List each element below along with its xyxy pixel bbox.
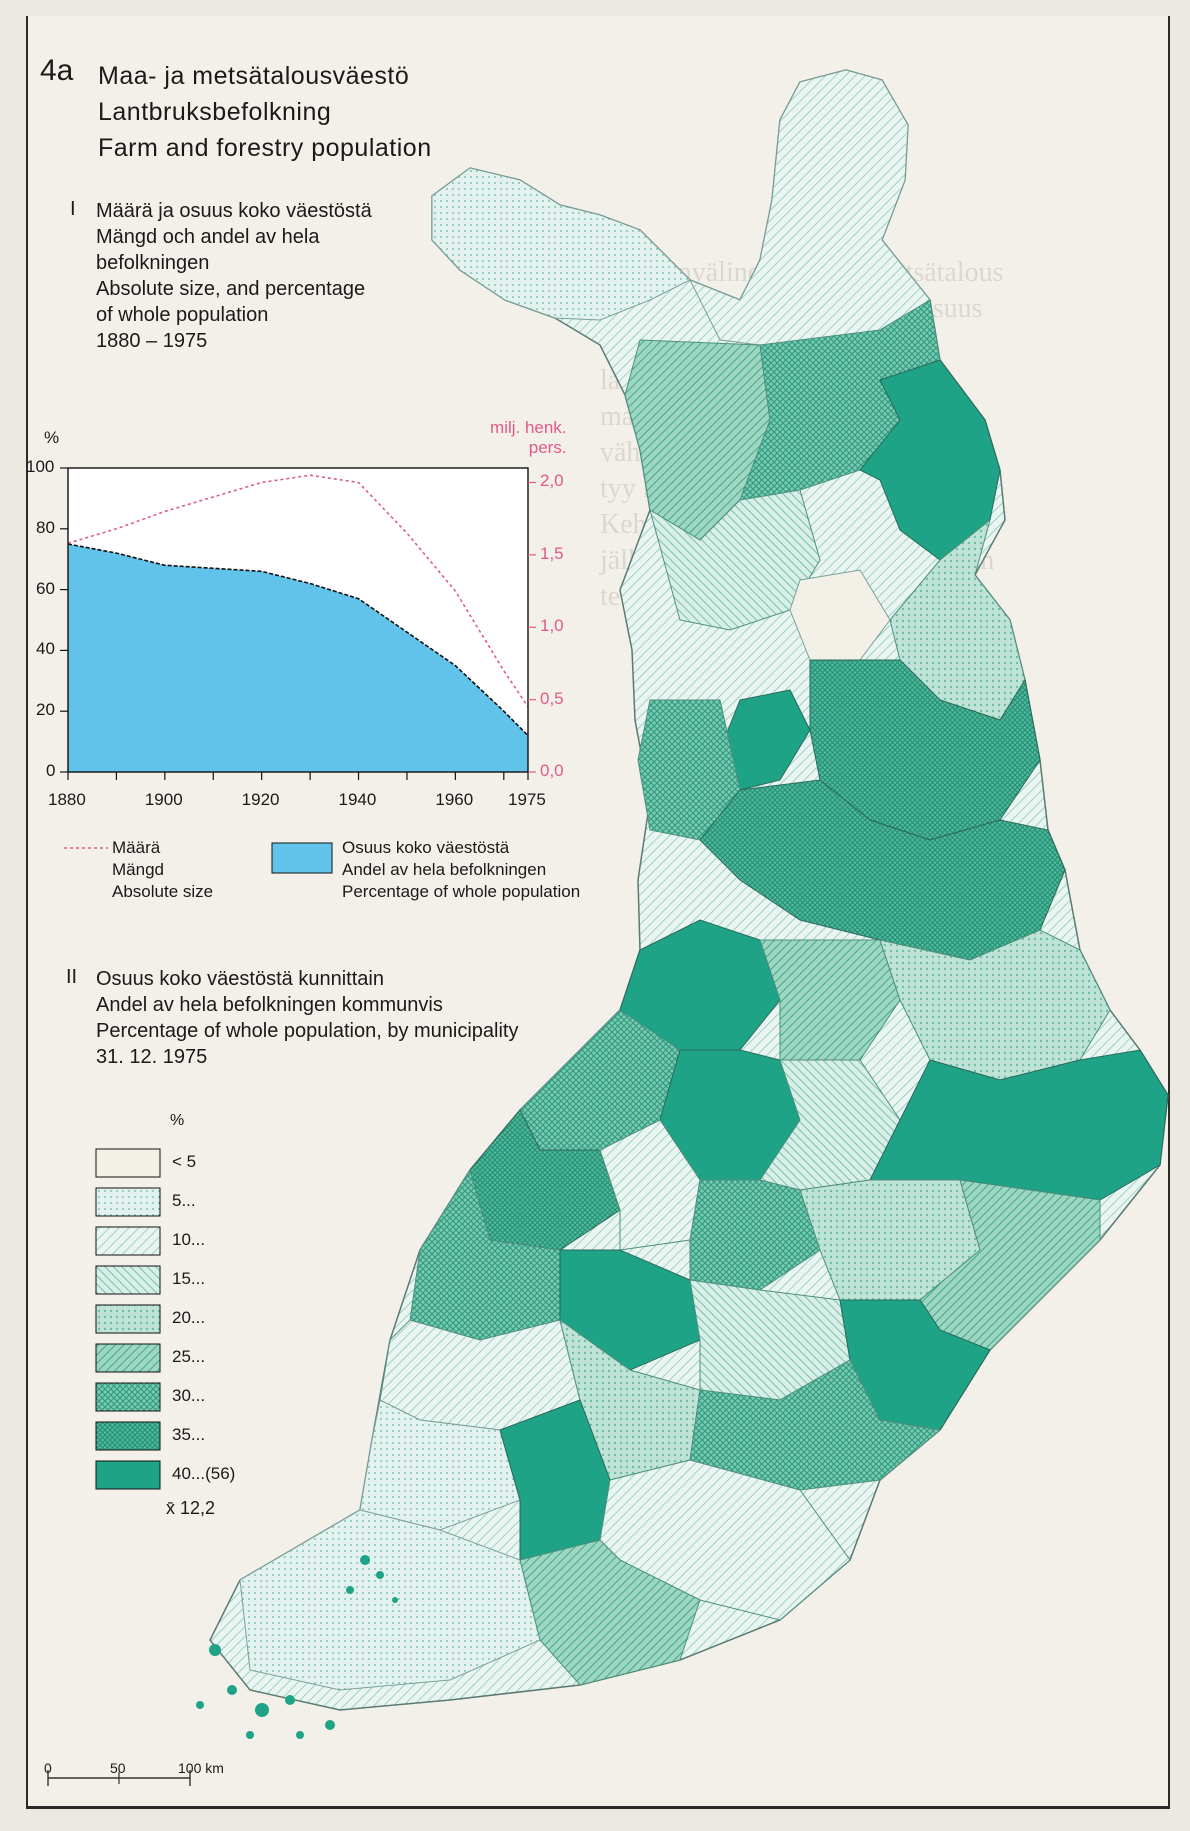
legend-swatch-1 — [95, 1187, 161, 1217]
percentage-edge — [67, 543, 529, 737]
mean-value: x̄ 12,2 — [166, 1498, 216, 1518]
percentage-area — [68, 544, 528, 772]
scale-label-2: 100 km — [178, 1760, 224, 1776]
legend-area-label: Andel av hela befolkningen — [342, 860, 547, 879]
legend-swatch-0 — [95, 1148, 161, 1178]
scale-bar — [47, 1770, 191, 1786]
section1-line: Absolute size, and percentage — [96, 278, 366, 300]
right-tick-label: 0,0 — [540, 761, 564, 780]
section1-line: 1880 – 1975 — [96, 330, 208, 352]
right-axis-unit-line: pers. — [528, 438, 567, 457]
title-sv: Lantbruksbefolkning — [98, 98, 332, 126]
legend-line-text: Määrä Mängd Absolute size — [112, 837, 213, 903]
legend-swatch-7 — [95, 1421, 161, 1451]
x-tick-label: 1920 — [241, 790, 280, 809]
legend-swatch-8 — [95, 1460, 161, 1490]
left-axis-unit: % — [44, 428, 60, 447]
section1-line: befolkningen — [96, 252, 210, 274]
legend-area-swatch — [271, 842, 333, 874]
section2-line: Andel av hela befolkningen kommunvis — [96, 994, 443, 1016]
legend-area-text: Osuus koko väestöstä Andel av hela befol… — [342, 837, 580, 903]
section1-line: Määrä ja osuus koko väestöstä — [96, 200, 372, 222]
legend-line-label: Määrä — [112, 838, 161, 857]
left-tick-label: 0 — [46, 761, 56, 780]
finland-map — [196, 69, 1169, 1739]
legend-line-label: Mängd — [112, 860, 164, 879]
right-axis-unit: milj. henk. pers. — [490, 418, 567, 458]
section1-text: Määrä ja osuus koko väestöstä Mängd och … — [96, 198, 372, 354]
population-chart — [60, 467, 536, 780]
legend-label-0: < 5 — [172, 1152, 197, 1171]
title-fi: Maa- ja metsätalousväestö — [98, 62, 410, 90]
legend-label-1: 5... — [172, 1191, 196, 1210]
section2-numeral: II — [66, 966, 78, 988]
x-tick-label: 1940 — [338, 790, 377, 809]
legend-label-8: 40...(56) — [172, 1464, 236, 1483]
legend-label-4: 20... — [172, 1308, 206, 1327]
x-tick-label: 1975 — [508, 790, 546, 809]
legend-unit: % — [170, 1112, 185, 1129]
legend-label-2: 10... — [172, 1230, 206, 1249]
scale-label-0: 0 — [44, 1760, 52, 1776]
left-tick-label: 20 — [36, 700, 55, 720]
legend-label-3: 15... — [172, 1269, 206, 1288]
x-tick-label: 1960 — [435, 790, 474, 809]
legend-swatch-3 — [95, 1265, 161, 1295]
map-legend-swatches — [95, 1148, 161, 1490]
map-titles: Maa- ja metsätalousväestö Lantbruksbefol… — [98, 58, 432, 166]
section2-line: Percentage of whole population, by munic… — [96, 1020, 519, 1042]
legend-swatch-6 — [95, 1382, 161, 1412]
x-tick-label: 1900 — [144, 790, 183, 809]
legend-swatch-4 — [95, 1304, 161, 1334]
section2-line: Osuus koko väestöstä kunnittain — [96, 968, 384, 990]
absolute-size-line — [67, 474, 529, 708]
section2-text: Osuus koko väestöstä kunnittain Andel av… — [96, 966, 518, 1070]
x-tick-label: 1880 — [48, 790, 86, 809]
legend-label-6: 30... — [172, 1386, 206, 1405]
section1-line: Mängd och andel av hela — [96, 226, 320, 248]
left-tick-label: 80 — [36, 517, 55, 537]
chart-legend — [64, 842, 333, 874]
title-en: Farm and forestry population — [98, 134, 432, 162]
left-tick-label: 40 — [36, 639, 55, 659]
right-tick-label: 1,5 — [540, 543, 564, 563]
legend-swatch-2 — [95, 1226, 161, 1256]
section1-line: of whole population — [96, 304, 269, 326]
legend-label-5: 25... — [172, 1347, 206, 1366]
left-tick-label: 60 — [36, 578, 55, 598]
map-number: 4a — [40, 54, 74, 87]
right-axis-unit-line: milj. henk. — [490, 418, 567, 437]
legend-area-label: Percentage of whole population — [342, 882, 581, 901]
right-tick-label: 2,0 — [540, 471, 564, 491]
section2-line: 31. 12. 1975 — [96, 1046, 208, 1068]
legend-label-7: 35... — [172, 1425, 206, 1444]
chart-ticks — [60, 467, 536, 780]
left-tick-label: 100 — [26, 457, 55, 476]
right-tick-label: 1,0 — [540, 616, 564, 636]
legend-swatch-5 — [95, 1343, 161, 1373]
section1-numeral: I — [70, 198, 76, 220]
scale-label-1: 50 — [110, 1760, 126, 1776]
legend-area-label: Osuus koko väestöstä — [342, 838, 510, 857]
right-tick-label: 0,5 — [540, 688, 564, 708]
legend-line-label: Absolute size — [112, 882, 214, 901]
